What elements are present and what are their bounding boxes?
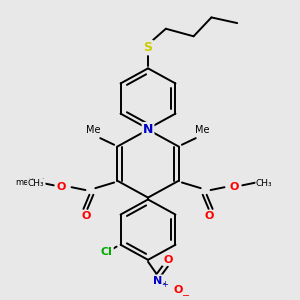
Text: O: O xyxy=(163,255,172,265)
Text: methyl: methyl xyxy=(15,178,45,187)
Text: +: + xyxy=(161,280,168,289)
Text: O: O xyxy=(82,212,91,221)
Text: CH₃: CH₃ xyxy=(28,179,44,188)
Text: S: S xyxy=(143,41,152,54)
Text: O: O xyxy=(205,212,214,221)
Text: O: O xyxy=(230,182,239,192)
Text: N: N xyxy=(143,123,153,136)
Text: Me: Me xyxy=(195,125,210,135)
Text: CH₃: CH₃ xyxy=(256,179,272,188)
Text: Me: Me xyxy=(86,125,100,135)
Text: O: O xyxy=(57,182,66,192)
Text: N: N xyxy=(153,276,163,286)
Text: Cl: Cl xyxy=(101,247,112,257)
Text: −: − xyxy=(182,291,190,300)
Text: O: O xyxy=(173,285,182,295)
